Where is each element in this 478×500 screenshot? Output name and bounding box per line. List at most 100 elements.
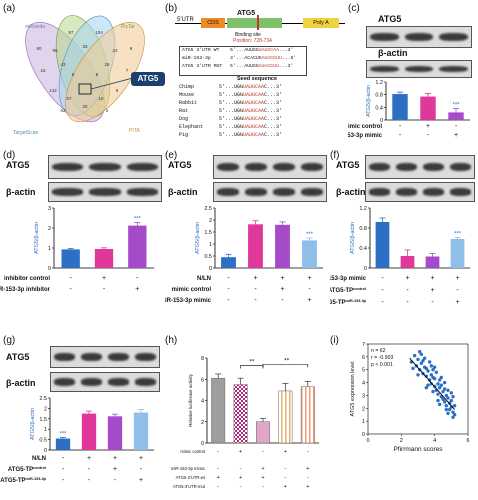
condition-label: inhibitor control [4, 276, 50, 282]
scatter-point [411, 366, 415, 371]
scatter-point [419, 361, 424, 365]
scatter-point [426, 369, 430, 373]
venn-count: 2 [106, 108, 109, 113]
panel-b-label: (b) [165, 3, 178, 14]
condition-label: miR-153-3p mimic [330, 276, 367, 282]
blot-band [54, 378, 75, 386]
venn-label-4: PITA [129, 128, 140, 134]
condition-sign: + [284, 484, 287, 490]
bar [256, 421, 270, 444]
y-tick-label: 1.2 [375, 80, 383, 86]
y-axis-label: ATG5/β-actin [366, 85, 372, 117]
venn-count: 15 [40, 68, 46, 73]
species-row: Dog 5'...UGGUAUGCAAC...3' [179, 116, 283, 122]
scatter-point [434, 370, 439, 374]
blot-band [450, 188, 471, 196]
blot-band [126, 188, 158, 196]
venn-label-1: miRanda [25, 24, 45, 30]
y-tick-label: 0 [362, 432, 365, 438]
scatter-point [436, 382, 440, 386]
blot-g-atg5-label: ATG5 [6, 352, 30, 362]
bar [302, 240, 317, 268]
condition-sup: miR-153-3p [346, 299, 367, 303]
blot-e-actin [213, 182, 327, 202]
x-axis-label: Pfirrmann scores [393, 446, 443, 453]
scatter-point [424, 366, 429, 371]
y-tick-label: 3 [362, 393, 365, 399]
y-axis-label: ATG5/β-actin [30, 408, 36, 440]
y-tick-label: 1 [209, 242, 212, 248]
scatter-point [441, 389, 445, 394]
y-tick-label: 5 [362, 368, 365, 374]
significance-label: ** [284, 357, 290, 364]
scatter-point [422, 356, 427, 360]
y-tick-label: 0 [209, 266, 212, 272]
condition-sign: + [135, 286, 139, 293]
significance-label: *** [59, 432, 67, 438]
blot-c-actin-label: β-actin [378, 48, 408, 58]
y-tick-label: 1 [44, 427, 47, 433]
y-tick-label: 0 [380, 118, 383, 124]
condition-sign: - [427, 132, 430, 139]
binding-site-title: Binding site [235, 32, 261, 38]
condition-sup: control [353, 287, 366, 291]
blot-c-actin [366, 60, 472, 78]
blot-f-atg5 [365, 155, 475, 179]
venn-count: 23 [112, 48, 118, 53]
blot-band [245, 188, 267, 196]
y-tick-label: 8 [201, 356, 204, 362]
condition-sign: - [381, 287, 384, 294]
condition-sign: - [308, 286, 311, 293]
y-axis-label: ATG5/β-actin [350, 222, 356, 254]
condition-sign: + [261, 466, 264, 472]
venn-count: 57 [66, 96, 72, 101]
blot-band [404, 33, 434, 41]
alignment-row: ATG5 3'UTR MUT 5'...AUUGGAUACGUU...3' [182, 64, 294, 69]
bar [425, 256, 440, 268]
venn-label-2: PicTar [121, 24, 135, 30]
condition-sup: control [33, 466, 46, 470]
venn-count: 87 [68, 30, 74, 35]
y-tick-label: 6 [362, 355, 365, 361]
cds-box: CDS [201, 18, 225, 28]
scatter-point [446, 396, 450, 400]
panel-c-label: (c) [348, 3, 360, 14]
blot-g-actin [50, 372, 160, 392]
scatter-point [437, 378, 442, 382]
venn-count: 80 [36, 46, 42, 51]
chart-d: 0 1 2 3 ATG5/β-actin *** inhibitor control - + - m… [0, 206, 154, 293]
venn-count: 9 [130, 46, 133, 51]
condition-sign: - [406, 299, 409, 306]
condition-sign: - [217, 449, 219, 455]
condition-sign: + [239, 449, 242, 455]
blot-band [108, 378, 129, 386]
condition-sign: - [227, 286, 230, 293]
blot-band [89, 162, 121, 172]
x-tick-label: 6 [466, 438, 469, 444]
blot-band [81, 353, 102, 361]
condition-sign: + [261, 475, 264, 481]
venn-pointer-line [90, 77, 134, 90]
bar [61, 249, 80, 268]
y-axis-label: ATG5/β-actin [34, 222, 40, 254]
significance-label: *** [134, 217, 142, 223]
blot-band [217, 162, 239, 172]
venn-count: 20 [82, 104, 88, 109]
venn-count: 9 [72, 72, 75, 77]
blot-f-atg5-label: ATG5 [336, 160, 360, 170]
condition-label: miR-153-3p mimic [348, 133, 383, 139]
condition-sign: - [455, 123, 458, 130]
condition-label: miR-153-3p mimic [171, 466, 205, 471]
condition-sign: - [406, 287, 409, 294]
y-tick-label: 2 [44, 406, 47, 412]
venn-count: 33 [82, 44, 88, 49]
condition-sign: + [102, 275, 106, 282]
condition-label: ATG5-TPcontrol [8, 466, 46, 473]
blot-band [273, 188, 295, 196]
venn-diagram: miRanda PicTar TargetScan PITA 80 87 104… [13, 15, 145, 136]
condition-label: mimic control [348, 124, 382, 130]
condition-label: ATG5-TPcontrol [330, 287, 366, 294]
sig-bracket [262, 364, 309, 368]
condition-label: N/LN [197, 276, 211, 282]
panel-i-label: (i) [330, 335, 339, 346]
